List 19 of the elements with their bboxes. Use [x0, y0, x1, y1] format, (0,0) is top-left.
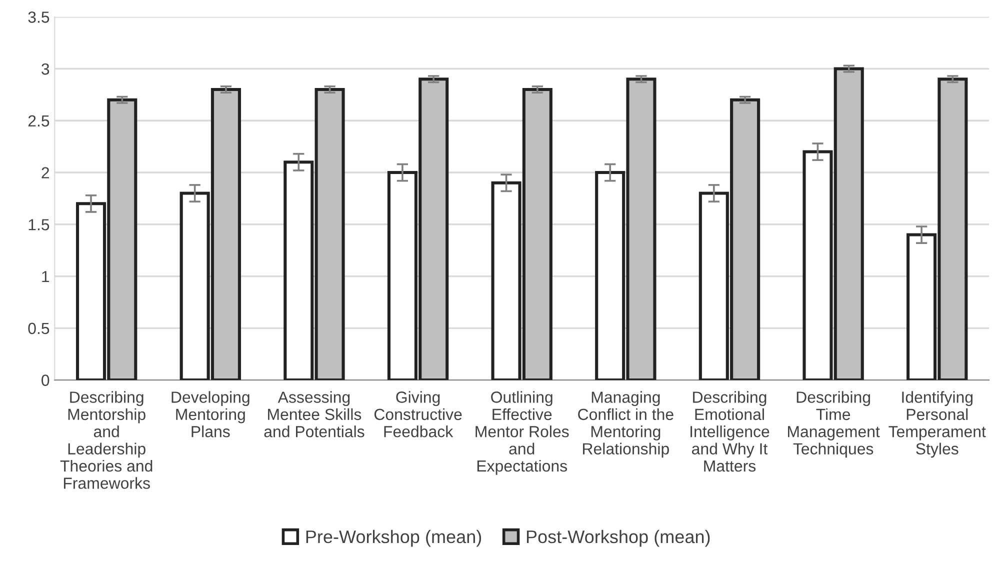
y-tick-label: 1.5	[28, 219, 50, 230]
y-tick-label: 2.5	[28, 115, 50, 127]
x-tick-label: Identifying Personal Temperament Styles	[888, 391, 986, 458]
legend-label: Post-Workshop (mean)	[526, 530, 710, 547]
x-tick-label: Managing Conflict in the Mentoring Relationship	[578, 391, 674, 458]
legend-label: Pre-Workshop (mean)	[306, 530, 482, 547]
y-tick-label: 0.5	[28, 322, 50, 334]
y-tick-label: 3.5	[28, 12, 50, 23]
x-tick-label: Describing Mentorship and Leadership Theories and Frameworks	[60, 391, 152, 489]
x-tick-label: Giving Constructive Feedback	[374, 391, 462, 438]
y-tick-label: 3	[42, 63, 50, 75]
x-tick-label: Describing Time Management Techniques	[788, 391, 880, 458]
y-tick-label: 1	[42, 271, 50, 282]
y-tick-label: 2	[42, 167, 50, 178]
x-tick-label: Assessing Mentee Skills and Potentials	[264, 391, 364, 438]
x-tick-label: Outlining Effective Mentor Roles and Expectations	[476, 391, 569, 475]
x-tick-label: Describing Emotional Intelligence and Why It Matters	[690, 391, 770, 472]
y-tick-label: 0	[42, 374, 50, 386]
x-tick-label: Developing Mentoring Plans	[172, 391, 250, 438]
